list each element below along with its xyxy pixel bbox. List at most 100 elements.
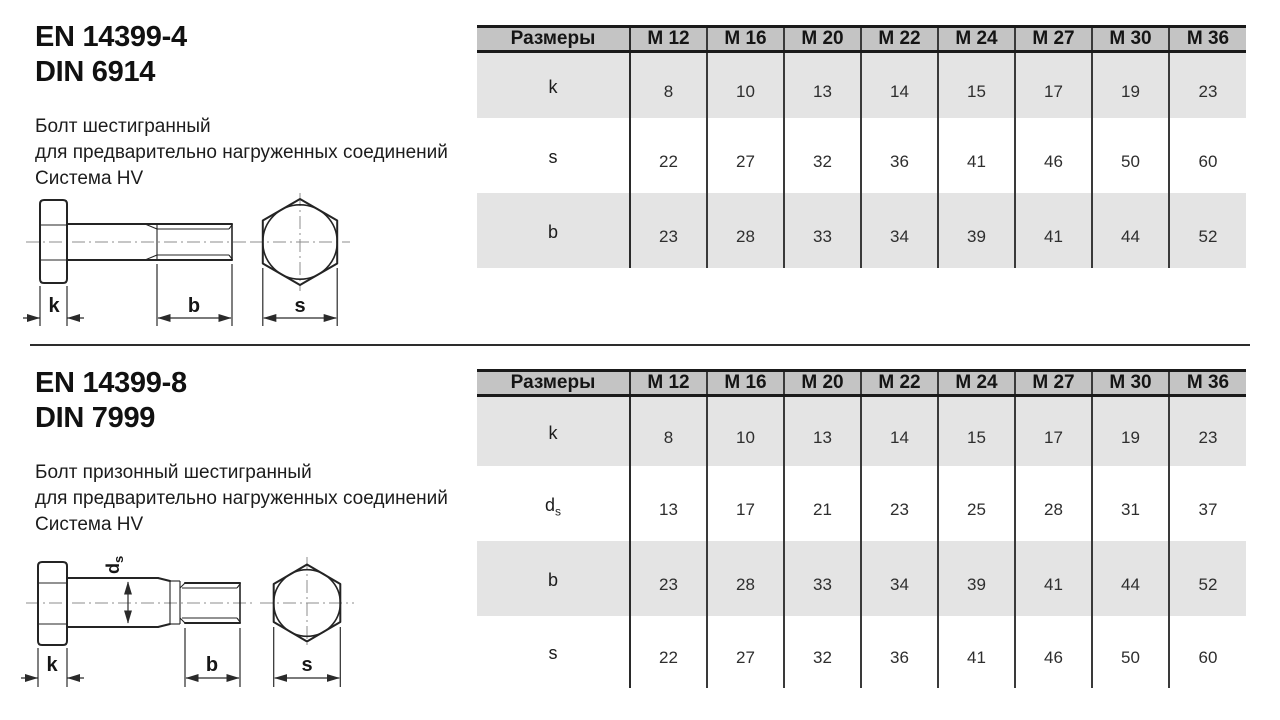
table-header-row: Размеры M 12 M 16 M 20 M 22 M 24 M 27 M …: [477, 369, 1246, 397]
table-row-b: b 23 28 33 34 39 41 44 52: [477, 540, 1246, 616]
dim-label-k: k: [48, 295, 60, 317]
size-header: M 24: [937, 25, 1015, 53]
value-cell: 28: [1014, 465, 1092, 541]
hex-outline: [261, 198, 339, 286]
value-cell: 25: [937, 465, 1015, 541]
value-cell: 17: [1014, 395, 1092, 466]
value-cell: 41: [1014, 192, 1092, 268]
value-cell: 32: [783, 117, 861, 193]
bolt-side-view: [26, 561, 255, 646]
dim-label-s: s: [301, 654, 312, 676]
value-cell: 33: [783, 540, 861, 616]
value-cell: 27: [706, 615, 784, 688]
value-cell: 10: [706, 51, 784, 118]
description-line: Болт призонный шестигранный: [35, 462, 312, 483]
row-label: s: [548, 146, 558, 167]
table-row-k: k 8 10 13 14 15 17 19 23: [477, 51, 1246, 118]
value-cell: 52: [1168, 192, 1246, 268]
section2-description: Болт призонный шестигранный для предвари…: [35, 460, 448, 538]
bolt-shank-thread: [66, 223, 233, 261]
table-header-row: Размеры M 12 M 16 M 20 M 22 M 24 M 27 M …: [477, 25, 1246, 53]
value-cell: 17: [1014, 51, 1092, 118]
value-cell: 13: [629, 465, 707, 541]
value-cell: 28: [706, 192, 784, 268]
size-header: M 16: [706, 369, 784, 397]
value-cell: 50: [1091, 615, 1169, 688]
size-header: M 27: [1014, 369, 1092, 397]
table-row-k: k 8 10 13 14 15 17 19 23: [477, 395, 1246, 466]
bolt-hex-view: [260, 557, 354, 649]
size-header: M 20: [783, 369, 861, 397]
value-cell: 52: [1168, 540, 1246, 616]
value-cell: 27: [706, 117, 784, 193]
value-cell: 13: [783, 395, 861, 466]
row-label: b: [477, 192, 630, 268]
inscribed-circle: [261, 204, 338, 281]
value-cell: 19: [1091, 51, 1169, 118]
value-cell: 44: [1091, 192, 1169, 268]
description-line: Система HV: [35, 168, 144, 189]
value-cell: 14: [860, 51, 938, 118]
value-cell: 15: [937, 395, 1015, 466]
value-cell: 17: [706, 465, 784, 541]
standard-din-label: DIN 7999: [35, 402, 156, 434]
value-cell: 23: [1168, 51, 1246, 118]
bolt-head: [39, 199, 68, 284]
row-label: k: [477, 51, 630, 118]
size-header: M 22: [860, 25, 938, 53]
corner-header: Размеры: [477, 25, 630, 53]
size-header: M 36: [1168, 369, 1246, 397]
value-cell: 39: [937, 192, 1015, 268]
dim-label-k: k: [46, 654, 58, 676]
value-cell: 44: [1091, 540, 1169, 616]
dimension-k: k: [23, 286, 84, 326]
value-cell: 60: [1168, 615, 1246, 688]
size-header: M 27: [1014, 25, 1092, 53]
value-cell: 21: [783, 465, 861, 541]
value-cell: 46: [1014, 117, 1092, 193]
description-line: Система HV: [35, 514, 144, 535]
table-row-s: s 22 27 32 36 41 46 50 60: [477, 615, 1246, 688]
size-header: M 30: [1091, 369, 1169, 397]
value-cell: 31: [1091, 465, 1169, 541]
section-divider: [30, 344, 1250, 346]
size-header: M 12: [629, 369, 707, 397]
bolt-drawing-din7999: ds k b s: [21, 556, 354, 687]
spec-table-din7999: Размеры M 12 M 16 M 20 M 22 M 24 M 27 M …: [477, 369, 1246, 688]
table-row-b: b 23 28 33 34 39 41 44 52: [477, 192, 1246, 268]
value-cell: 8: [629, 395, 707, 466]
standard-en-label: EN 14399-8: [35, 367, 187, 399]
description-line: для предварительно нагруженных соединени…: [35, 488, 448, 509]
size-header: M 22: [860, 369, 938, 397]
bolt-thread: [179, 582, 241, 624]
value-cell: 13: [783, 51, 861, 118]
value-cell: 22: [629, 615, 707, 688]
table-row-ds: ds 13 17 21 23 25 28 31 37: [477, 465, 1246, 541]
value-cell: 41: [1014, 540, 1092, 616]
value-cell: 10: [706, 395, 784, 466]
inscribed-circle: [272, 568, 342, 638]
value-cell: 15: [937, 51, 1015, 118]
value-cell: 23: [1168, 395, 1246, 466]
bolt-side-view: [26, 199, 248, 284]
size-header: M 36: [1168, 25, 1246, 53]
value-cell: 37: [1168, 465, 1246, 541]
row-label: ds: [544, 494, 561, 519]
value-cell: 14: [860, 395, 938, 466]
row-label: k: [477, 395, 630, 466]
value-cell: 34: [860, 540, 938, 616]
bolt-drawing-din6914: k b s: [23, 193, 350, 326]
value-cell: 46: [1014, 615, 1092, 688]
description-line: для предварительно нагруженных соединени…: [35, 142, 448, 163]
dim-label-s: s: [294, 295, 305, 317]
value-cell: 28: [706, 540, 784, 616]
dimension-k: k: [21, 648, 84, 687]
standard-din-label: DIN 6914: [35, 56, 156, 88]
bolt-hex-view: [250, 193, 350, 291]
dimension-b: b: [184, 628, 241, 687]
hex-outline: [272, 563, 342, 643]
spec-table-din6914: Размеры M 12 M 16 M 20 M 22 M 24 M 27 M …: [477, 25, 1246, 268]
bolt-head: [37, 561, 68, 646]
corner-header: Размеры: [477, 369, 630, 397]
